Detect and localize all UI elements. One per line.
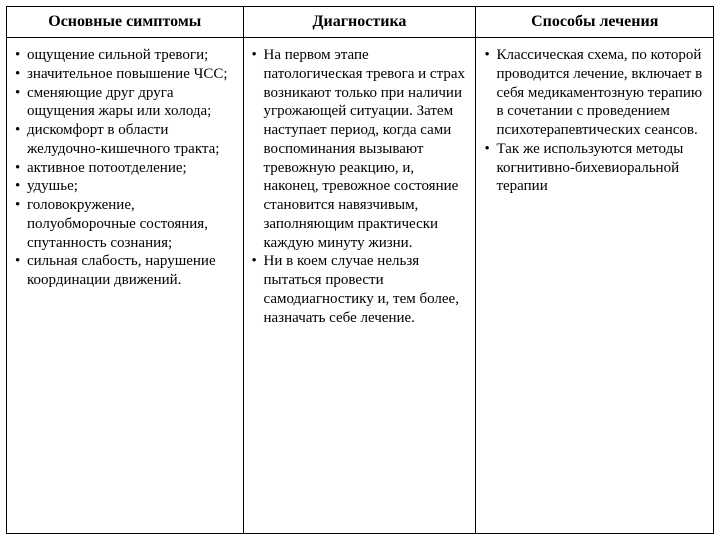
list-item: сменяющие друг друга ощущения жары или х… — [13, 84, 237, 122]
list-item: ощущение сильной тревоги; — [13, 46, 237, 65]
treatment-body: Классическая схема, по которой проводитс… — [476, 38, 713, 533]
list-item: сильная слабость, нарушение координации … — [13, 252, 237, 290]
list-item: Ни в коем случае нельзя пытаться провест… — [250, 252, 470, 327]
symptoms-column: Основные симптомы ощущение сильной трево… — [7, 7, 244, 533]
list-item: удушье; — [13, 177, 237, 196]
list-item: активное потоотделение; — [13, 159, 237, 178]
list-item: На первом этапе патологическая тревога и… — [250, 46, 470, 252]
list-item: Классическая схема, по которой проводитс… — [482, 46, 707, 140]
diagnostics-list: На первом этапе патологическая тревога и… — [250, 46, 470, 327]
treatment-header: Способы лечения — [476, 7, 713, 38]
symptoms-header: Основные симптомы — [7, 7, 243, 38]
symptoms-list: ощущение сильной тревоги; значительное п… — [13, 46, 237, 290]
list-item: дискомфорт в области желудочно-кишечного… — [13, 121, 237, 159]
diagnostics-column: Диагностика На первом этапе патологическ… — [244, 7, 477, 533]
list-item: Так же используются методы когнитивно-би… — [482, 140, 707, 196]
comparison-table: Основные симптомы ощущение сильной трево… — [6, 6, 714, 534]
list-item: значительное повышение ЧСС; — [13, 65, 237, 84]
list-item: головокружение, полуобморочные состояния… — [13, 196, 237, 252]
symptoms-body: ощущение сильной тревоги; значительное п… — [7, 38, 243, 533]
diagnostics-body: На первом этапе патологическая тревога и… — [244, 38, 476, 533]
diagnostics-header: Диагностика — [244, 7, 476, 38]
treatment-list: Классическая схема, по которой проводитс… — [482, 46, 707, 196]
treatment-column: Способы лечения Классическая схема, по к… — [476, 7, 713, 533]
